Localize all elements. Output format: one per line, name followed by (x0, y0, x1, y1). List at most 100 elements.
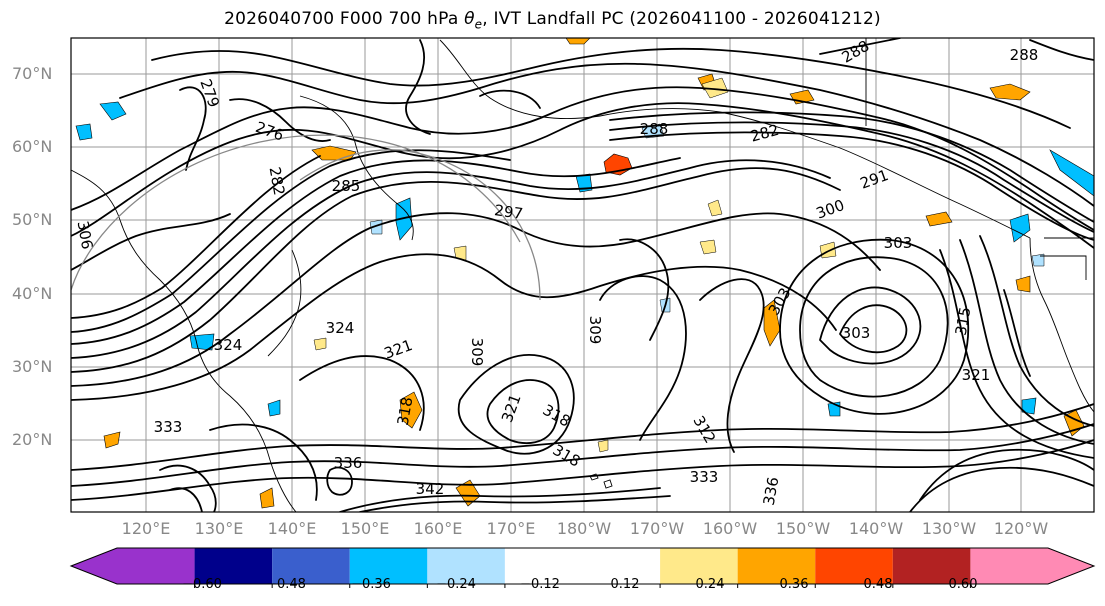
contour-label: 303 (884, 234, 913, 252)
colorbar-extend-max (1048, 548, 1094, 584)
coastline-alaska (439, 39, 1031, 239)
contour-line (71, 149, 511, 333)
shade-patch (701, 77, 729, 99)
contour-label: 288 (640, 120, 669, 138)
title-suffix: , IVT Landfall PC (2026041100 - 20260412… (482, 9, 881, 29)
contour-line (71, 159, 831, 359)
shade-patch (597, 439, 609, 453)
lon-label-170e: 170°E (486, 519, 536, 538)
shade-patch (763, 299, 781, 347)
contour-label: 309 (586, 316, 604, 345)
contour-line (619, 238, 670, 341)
lon-label-120e: 120°E (121, 519, 171, 538)
contour-line (405, 39, 431, 135)
shade-patch (989, 83, 1031, 101)
title-prefix: 2026040700 F000 700 hPa (224, 9, 465, 29)
contour-line (71, 213, 231, 271)
contour-label: 333 (154, 418, 183, 436)
lon-label-160w: 160°W (702, 519, 758, 538)
contour-line (479, 89, 541, 109)
contour-line (779, 238, 970, 415)
coastline-hawaii (589, 473, 613, 489)
colorbar-tick-label: 0.24 (695, 577, 725, 592)
contour-label: 321 (962, 366, 991, 384)
colorbar-segment (970, 548, 1048, 584)
lat-label-40n: 40°N (12, 284, 53, 303)
lat-label-50n: 50°N (12, 210, 53, 229)
colorbar-segment (660, 548, 738, 584)
colorbar-tick-label: −0.12 (520, 577, 560, 592)
contour-line (819, 38, 901, 55)
colorbar-tick-label: 0.48 (863, 577, 893, 592)
contour-line (71, 439, 1094, 501)
shade-patch (925, 211, 953, 227)
contour-label: 324 (214, 336, 243, 354)
contour-line (119, 62, 1094, 207)
colorbar-segment (427, 548, 505, 584)
lat-label-70n: 70°N (12, 64, 53, 83)
contour-label: 303 (842, 324, 871, 342)
shade-patch (313, 337, 327, 351)
contour-line (599, 275, 687, 441)
shade-patch (189, 333, 215, 351)
contour-line (71, 423, 1094, 487)
map-gridlines (71, 38, 1094, 512)
contour-line (609, 131, 1094, 241)
colorbar-segment (737, 548, 816, 584)
contour-line (979, 235, 1094, 427)
lon-label-130w: 130°W (921, 519, 977, 538)
contour-label: 282 (266, 165, 289, 196)
contour-line (486, 379, 560, 444)
lon-label-160e: 160°E (413, 519, 463, 538)
contour-label: 297 (493, 201, 524, 223)
contour-label: 315 (952, 305, 975, 336)
colorbar-segment (272, 548, 350, 584)
contour-label: 306 (74, 219, 97, 250)
colorbar-tick-label: −0.36 (351, 577, 391, 592)
map-frame (70, 37, 1095, 513)
contour-line (799, 256, 949, 398)
coastline-na-west (1029, 237, 1094, 413)
contour-label: 318 (394, 395, 417, 426)
shade-patch (259, 487, 275, 509)
coastline-kamchatka (299, 95, 414, 241)
title-theta-symbol: θ (464, 9, 475, 29)
contour-line (179, 86, 207, 171)
shade-patch (1015, 275, 1031, 293)
lon-label-120w: 120°W (993, 519, 1049, 538)
colorbar-segment (892, 548, 971, 584)
colorbar-segment (117, 548, 195, 584)
coastline-japan (267, 249, 302, 357)
shade-patch (707, 199, 723, 217)
colorbar-segment (504, 548, 661, 584)
lon-label-170w: 170°W (629, 519, 685, 538)
contour-label: 324 (326, 319, 355, 337)
contour-line (1003, 289, 1031, 377)
shade-patch (1049, 149, 1094, 197)
contour-line (699, 278, 765, 453)
contour-line (457, 354, 575, 455)
domain-circle-right (299, 149, 541, 301)
colorbar-outline (69, 547, 1096, 585)
contour-line (909, 466, 1094, 512)
contour-line (609, 121, 1094, 233)
contour-line (919, 448, 1094, 501)
colorbar-tick-label: −0.24 (436, 577, 476, 592)
contour-line (71, 403, 1094, 471)
contour-label: 285 (332, 177, 361, 195)
contour-line (71, 167, 841, 373)
lon-label-150w: 150°W (775, 519, 831, 538)
contour-line (71, 155, 321, 319)
contour-label: 309 (468, 338, 486, 367)
lon-label-140e: 140°E (267, 519, 317, 538)
theta-e-contours (71, 38, 1094, 512)
contour-line (609, 111, 1094, 223)
contour-line (359, 495, 671, 512)
contour-line (151, 47, 1071, 129)
lat-label-60n: 60°N (12, 137, 53, 156)
domain-circles (71, 134, 541, 301)
colorbar-tick-label: 0.60 (948, 577, 978, 592)
colorbar-tick-label: −0.48 (266, 577, 306, 592)
shade-patch (1009, 213, 1031, 243)
